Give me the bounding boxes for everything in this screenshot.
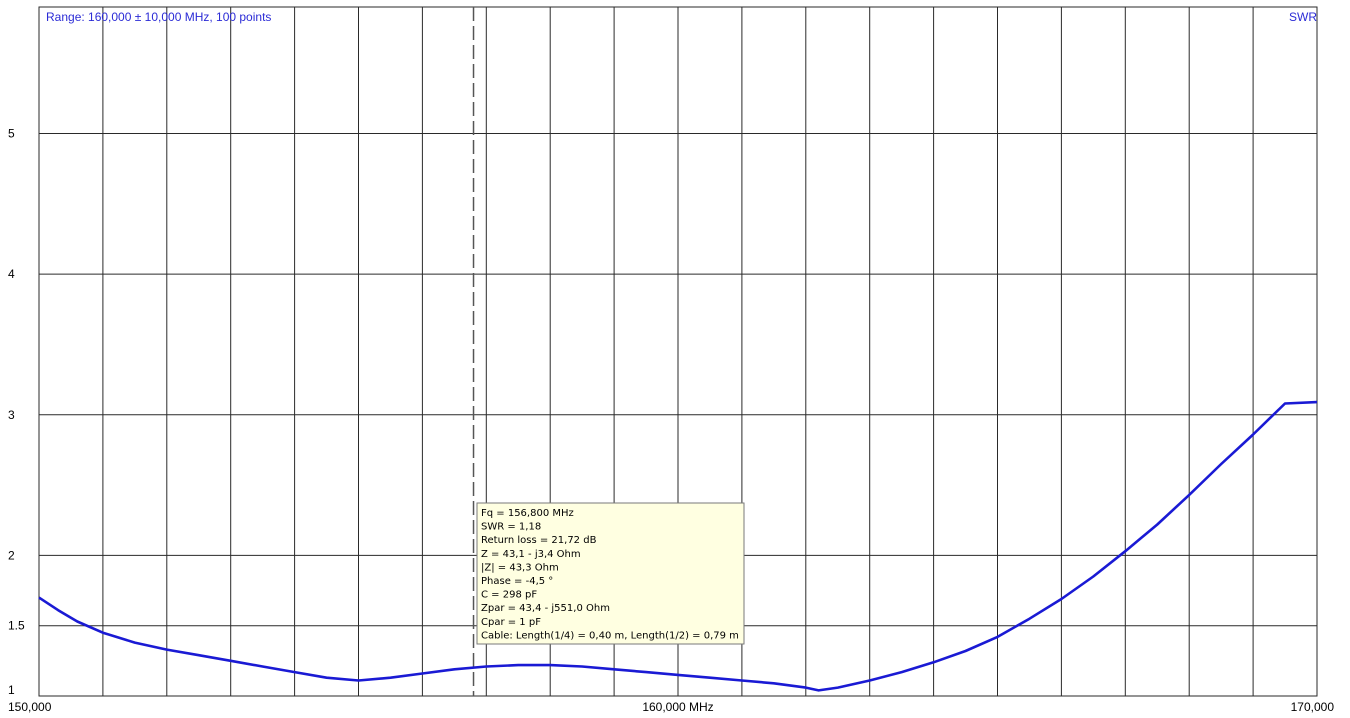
plot-frame: [38, 6, 1318, 697]
tick-labels: 1 1.5 2 3 4 5 150,000 160,000 MHz 170,000: [8, 127, 1334, 714]
info-box-line: Return loss = 21,72 dB: [481, 535, 597, 546]
info-box-line: Z = 43,1 - j3,4 Ohm: [481, 549, 581, 560]
range-label: Range: 160,000 ± 10,000 MHz, 100 points: [46, 10, 271, 24]
info-box-line: Fq = 156,800 MHz: [481, 508, 574, 519]
info-box-line: Zpar = 43,4 - j551,0 Ohm: [481, 603, 610, 614]
x-tick-label: 160,000 MHz: [642, 700, 713, 714]
series-label: SWR: [1289, 10, 1317, 24]
y-tick-label: 1.5: [8, 619, 25, 633]
series-line-swr: [38, 400, 1318, 692]
info-box-line: Cpar = 1 pF: [481, 617, 541, 628]
y-tick-label: 5: [8, 127, 15, 141]
y-tick-label: 1: [8, 683, 15, 697]
info-box-line: C = 298 pF: [481, 590, 537, 601]
y-tick-label: 4: [8, 267, 15, 281]
y-tick-label: 2: [8, 548, 15, 562]
info-box-line: Cable: Length(1/4) = 0,40 m, Length(1/2)…: [481, 630, 739, 641]
x-tick-label: 170,000: [1291, 700, 1335, 714]
info-box-line: Phase = -4,5 °: [481, 576, 553, 587]
x-tick-label: 150,000: [8, 700, 52, 714]
info-box-line: |Z| = 43,3 Ohm: [481, 562, 559, 573]
info-box: Fq = 156,800 MHz SWR = 1,18 Return loss = …: [476, 502, 745, 645]
info-box-panel: [476, 502, 745, 645]
y-tick-label: 3: [8, 408, 15, 422]
info-box-line: SWR = 1,18: [481, 522, 541, 533]
series-layer: [38, 400, 1318, 692]
